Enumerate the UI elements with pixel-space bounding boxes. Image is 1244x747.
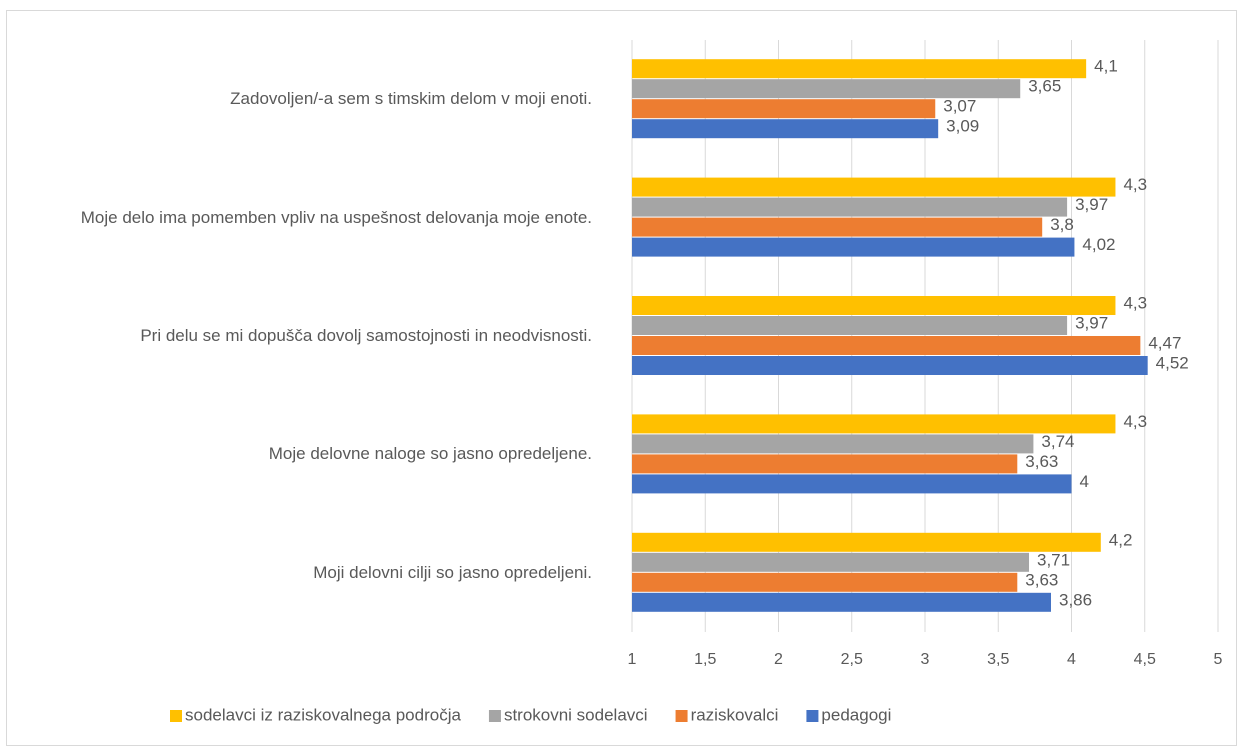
bar xyxy=(632,356,1148,375)
bar xyxy=(632,197,1068,217)
bar xyxy=(632,119,939,139)
data-label: 3,07 xyxy=(943,97,976,116)
data-label: 4,02 xyxy=(1082,235,1115,254)
data-label: 4,47 xyxy=(1148,333,1181,352)
bar xyxy=(632,552,1030,572)
bar xyxy=(632,434,1034,454)
bar xyxy=(632,336,1141,355)
category-label: Zadovoljen/-a sem s timskim delom v moji… xyxy=(230,89,592,109)
category-label: Moji delovni cilji so jasno opredeljeni. xyxy=(313,562,592,582)
bar xyxy=(632,217,1043,237)
data-label: 3,97 xyxy=(1075,313,1108,332)
x-tick-label: 4 xyxy=(1067,651,1076,668)
data-label: 3,97 xyxy=(1075,195,1108,214)
category-label: Moje delo ima pomemben vpliv na uspešnos… xyxy=(80,207,592,227)
category-label: Pri delu se mi dopušča dovolj samostojno… xyxy=(140,326,592,345)
data-label: 4,52 xyxy=(1156,353,1189,372)
legend-swatch xyxy=(675,710,688,722)
bar xyxy=(632,474,1072,494)
bar xyxy=(632,99,936,119)
bar xyxy=(632,414,1116,434)
data-label: 4,1 xyxy=(1094,57,1118,76)
category-label: Moje delovne naloge so jasno opredeljene… xyxy=(268,444,592,464)
data-label: 4,2 xyxy=(1109,530,1133,549)
data-label: 3,71 xyxy=(1037,550,1070,569)
data-label: 3,74 xyxy=(1041,432,1074,451)
legend-swatch xyxy=(170,710,182,722)
x-tick-label: 3 xyxy=(921,651,930,668)
x-tick-label: 5 xyxy=(1214,651,1223,668)
data-label: 3,8 xyxy=(1050,215,1074,234)
legend-label: pedagogi xyxy=(821,705,891,724)
legend-label: strokovni sodelavci xyxy=(504,705,648,724)
bar xyxy=(632,237,1075,257)
chart-border xyxy=(6,10,1237,746)
data-label: 4 xyxy=(1080,472,1089,491)
bar xyxy=(632,296,1116,315)
x-tick-label: 4,5 xyxy=(1134,651,1156,668)
bar xyxy=(632,79,1021,99)
data-label: 3,63 xyxy=(1025,452,1058,471)
legend-label: sodelavci iz raziskovalnega področja xyxy=(185,705,461,724)
data-label: 4,3 xyxy=(1123,293,1147,312)
bar xyxy=(632,454,1018,474)
data-label: 4,3 xyxy=(1123,412,1147,431)
x-tick-label: 3,5 xyxy=(987,651,1009,668)
bar xyxy=(632,532,1101,552)
bar xyxy=(632,59,1087,79)
x-tick-label: 1,5 xyxy=(694,651,716,668)
data-label: 4,3 xyxy=(1123,175,1147,194)
data-label: 3,86 xyxy=(1059,590,1092,609)
x-tick-label: 1 xyxy=(628,651,637,668)
bar xyxy=(632,572,1018,592)
x-tick-label: 2 xyxy=(774,651,783,668)
data-label: 3,65 xyxy=(1028,77,1061,96)
bar xyxy=(632,592,1051,612)
legend-label: raziskovalci xyxy=(691,705,779,724)
data-label: 3,09 xyxy=(946,117,979,136)
legend-swatch xyxy=(488,710,501,722)
bar xyxy=(632,316,1068,335)
x-tick-label: 2,5 xyxy=(841,651,863,668)
data-label: 3,63 xyxy=(1025,570,1058,589)
bar xyxy=(632,177,1116,197)
legend-swatch xyxy=(806,710,819,722)
